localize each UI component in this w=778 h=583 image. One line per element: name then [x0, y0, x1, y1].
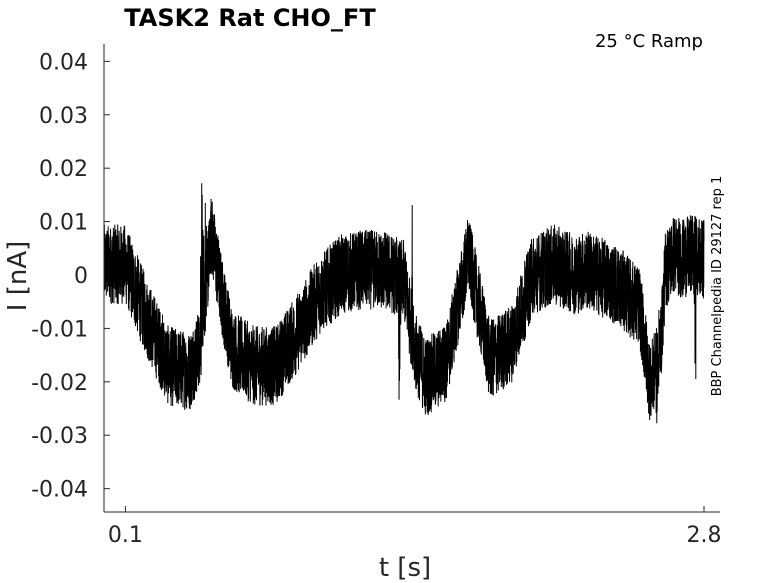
x-tick-label: 2.8 — [687, 523, 722, 548]
current-trace-series — [103, 183, 705, 424]
y-tick-label: 0.03 — [39, 104, 88, 129]
y-tick-label: -0.01 — [31, 317, 88, 342]
y-tick-label: 0 — [74, 264, 88, 289]
y-tick-label: -0.03 — [31, 424, 88, 449]
y-tick-label: -0.04 — [31, 478, 88, 503]
condition-label: 25 °C Ramp — [595, 31, 703, 52]
y-tick-label: -0.02 — [31, 371, 88, 396]
x-axis-label: t [s] — [379, 553, 431, 583]
chart-title: TASK2 Rat CHO_FT — [124, 4, 376, 32]
x-axis-ticks: 0.1 2.8 — [108, 506, 722, 548]
y-tick-label: 0.04 — [39, 50, 88, 75]
y-axis-label: I [nA] — [3, 241, 33, 311]
y-axis-ticks: 0.04 0.03 0.02 0.01 0 -0.01 -0.02 -0.03 -0.04 — [31, 50, 110, 503]
y-tick-label: 0.02 — [39, 157, 88, 182]
channelpedia-id-label: BBP Channelpedia ID 29127 rep 1 — [710, 176, 725, 397]
y-tick-label: 0.01 — [39, 211, 88, 236]
x-tick-label: 0.1 — [108, 523, 143, 548]
